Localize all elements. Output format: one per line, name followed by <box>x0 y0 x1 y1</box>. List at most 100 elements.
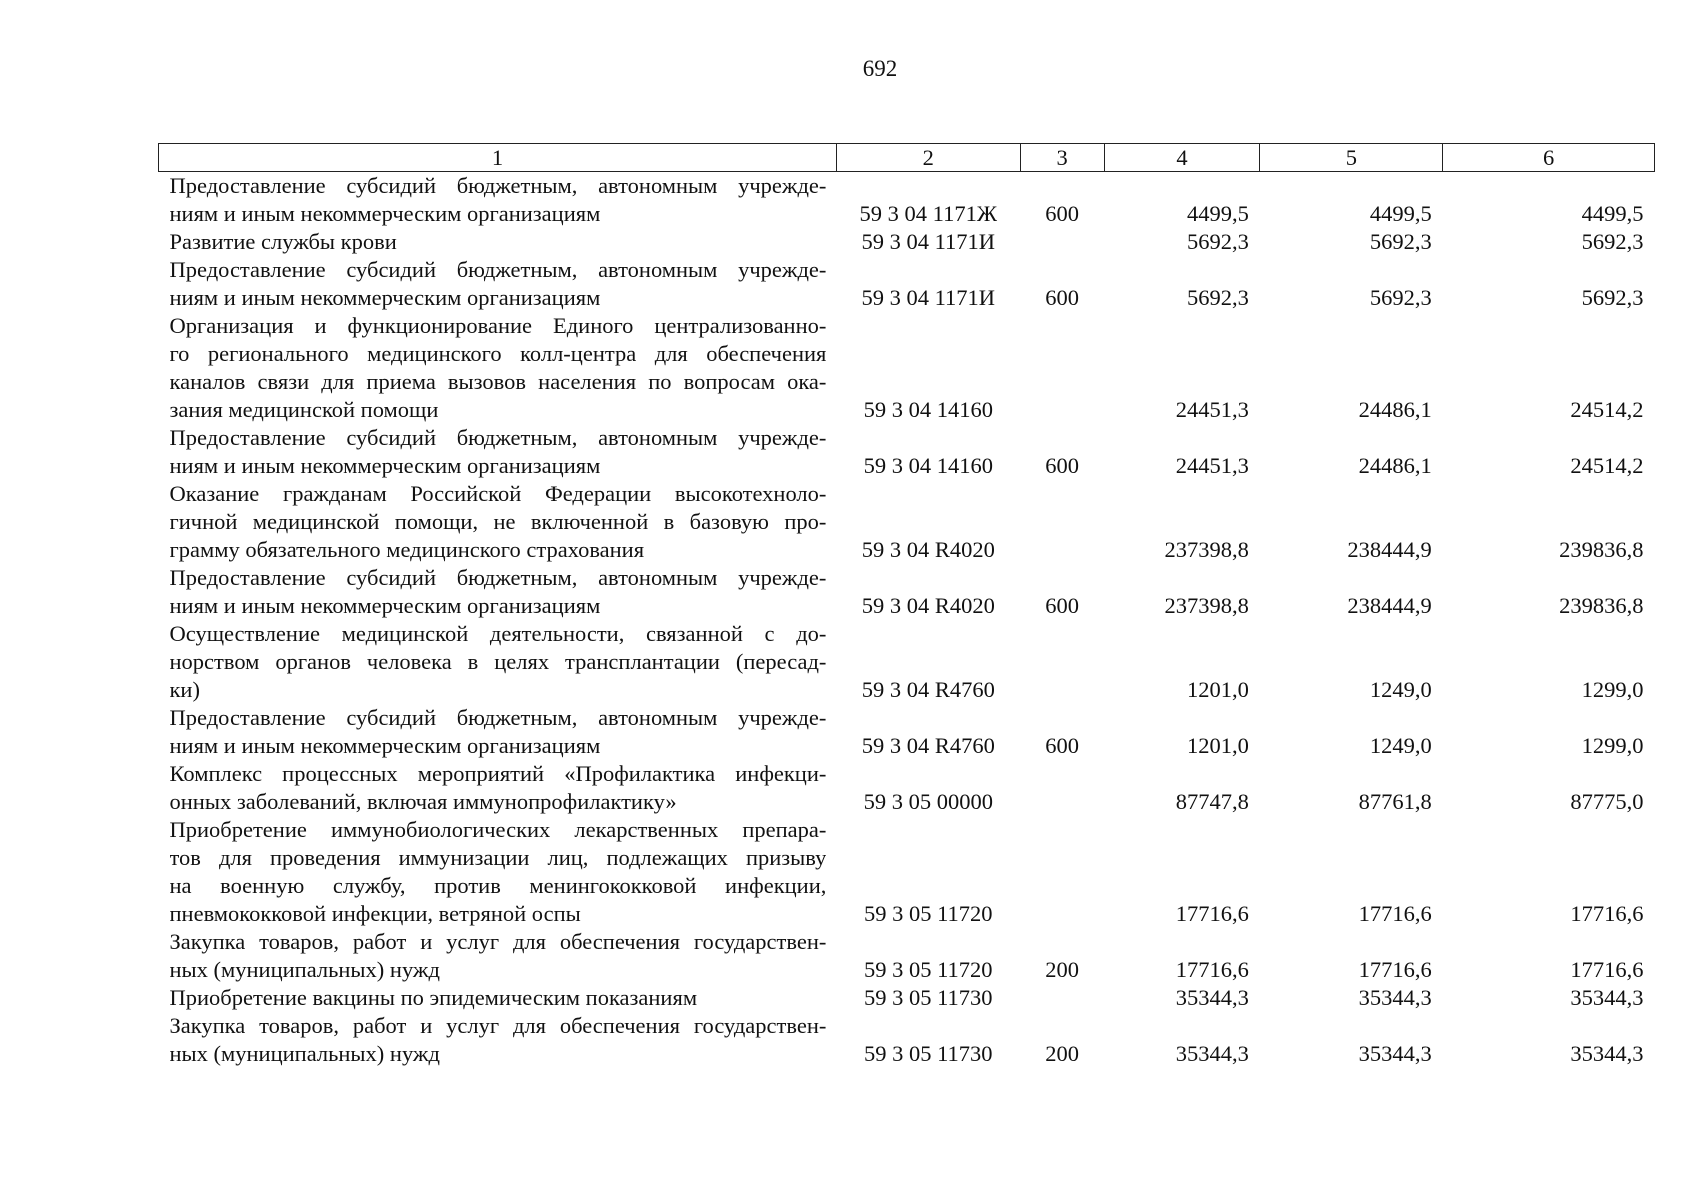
row-value-col5: 24486,1 <box>1358 397 1432 422</box>
row-code: 59 3 04 1171И <box>861 285 996 310</box>
row-expense-type <box>1020 480 1104 564</box>
row-expense-type: 200 <box>1045 1041 1079 1066</box>
row-value-col6: 24514,2 <box>1570 453 1644 478</box>
row-expense-type: 200 <box>1045 957 1079 982</box>
row-code: 59 3 04 1171И <box>861 229 996 254</box>
description-line: Закупка товаров, работ и услуг для обесп… <box>169 929 827 954</box>
description-line: онных заболеваний, включая иммунопрофила… <box>169 789 677 814</box>
row-value-col4: 237398,8 <box>1164 537 1249 562</box>
row-description: Комплекс процессных мероприятий «Профила… <box>159 760 837 816</box>
row-value-col4: 1201,0 <box>1187 733 1249 758</box>
row-expense-type <box>1020 816 1104 928</box>
description-line: тов для проведения иммунизации лиц, подл… <box>169 845 827 870</box>
description-line: на военную службу, против менингококково… <box>169 873 827 898</box>
description-line: Осуществление медицинской деятельности, … <box>169 621 827 646</box>
row-description: Развитие службы крови <box>159 228 837 256</box>
row-description: Предоставление субсидий бюджетным, автон… <box>159 424 837 480</box>
description-line: Предоставление субсидий бюджетным, автон… <box>169 173 827 198</box>
description-line: ниям и иным некоммерческим организациям <box>169 593 601 618</box>
table-row: Организация и функционирование Единого ц… <box>159 312 1655 424</box>
table-row: Предоставление субсидий бюджетным, автон… <box>159 704 1655 760</box>
row-value-col5: 5692,3 <box>1369 285 1432 310</box>
header-row: 1 2 3 4 5 6 <box>158 143 1655 172</box>
row-description: Приобретение вакцины по эпидемическим по… <box>159 984 837 1012</box>
row-value-col6: 1299,0 <box>1581 677 1644 702</box>
row-value-col5: 87761,8 <box>1358 789 1432 814</box>
row-description: Закупка товаров, работ и услуг для обесп… <box>159 928 837 984</box>
row-value-col4: 237398,8 <box>1164 593 1249 618</box>
row-description: Предоставление субсидий бюджетным, автон… <box>159 256 837 312</box>
row-value-col5: 24486,1 <box>1358 453 1432 478</box>
description-line: ных (муниципальных) нужд <box>169 1041 440 1066</box>
row-value-col6: 35344,3 <box>1570 985 1644 1010</box>
description-line: каналов связи для приема вызовов населен… <box>169 369 827 394</box>
row-value-col4: 24451,3 <box>1175 453 1249 478</box>
row-expense-type: 600 <box>1045 453 1079 478</box>
table-row: Предоставление субсидий бюджетным, автон… <box>159 172 1655 229</box>
budget-table: 1 2 3 4 5 6 Предоставление субсидий бюдж… <box>158 143 1655 1068</box>
row-value-col5: 5692,3 <box>1369 229 1432 254</box>
description-line: ниям и иным некоммерческим организациям <box>169 453 601 478</box>
row-expense-type <box>1020 312 1104 424</box>
description-line: норством органов человека в целях трансп… <box>169 649 827 674</box>
row-value-col5: 238444,9 <box>1347 593 1432 618</box>
row-value-col4: 1201,0 <box>1187 677 1249 702</box>
description-line: ниям и иным некоммерческим организациям <box>169 201 601 226</box>
row-value-col6: 239836,8 <box>1559 593 1644 618</box>
row-code: 59 3 04 R4760 <box>861 733 995 758</box>
row-value-col4: 87747,8 <box>1175 789 1249 814</box>
description-line: гичной медицинской помощи, не включенной… <box>169 509 827 534</box>
description-line: Развитие службы крови <box>169 229 397 254</box>
table-row: Приобретение вакцины по эпидемическим по… <box>159 984 1655 1012</box>
description-line: Предоставление субсидий бюджетным, автон… <box>169 705 827 730</box>
row-value-col6: 239836,8 <box>1559 537 1644 562</box>
description-line: Предоставление субсидий бюджетным, автон… <box>169 565 827 590</box>
table-row: Комплекс процессных мероприятий «Профила… <box>159 760 1655 816</box>
description-line: ниям и иным некоммерческим организациям <box>169 733 601 758</box>
row-code: 59 3 04 1171Ж <box>859 201 997 226</box>
row-value-col4: 35344,3 <box>1175 1041 1249 1066</box>
row-value-col6: 24514,2 <box>1570 397 1644 422</box>
row-description: Предоставление субсидий бюджетным, автон… <box>159 704 837 760</box>
row-code: 59 3 05 11720 <box>863 957 993 982</box>
description-line: пневмококковой инфекции, ветряной оспы <box>169 901 581 926</box>
row-value-col5: 17716,6 <box>1358 901 1432 926</box>
row-expense-type: 600 <box>1045 201 1079 226</box>
description-line: Комплекс процессных мероприятий «Профила… <box>169 761 827 786</box>
row-value-col4: 5692,3 <box>1187 285 1249 310</box>
row-value-col4: 5692,3 <box>1187 229 1249 254</box>
description-line: грамму обязательного медицинского страхо… <box>169 537 645 562</box>
table-row: Осуществление медицинской деятельности, … <box>159 620 1655 704</box>
description-line: Организация и функционирование Единого ц… <box>169 313 827 338</box>
row-description: Предоставление субсидий бюджетным, автон… <box>159 172 837 229</box>
row-code: 59 3 04 14160 <box>863 397 993 422</box>
row-code: 59 3 05 11720 <box>863 901 993 926</box>
row-value-col5: 1249,0 <box>1369 677 1432 702</box>
row-description: Приобретение иммунобиологических лекарст… <box>159 816 837 928</box>
row-value-col5: 1249,0 <box>1369 733 1432 758</box>
row-value-col6: 35344,3 <box>1570 1041 1644 1066</box>
row-code: 59 3 04 R4760 <box>861 677 995 702</box>
row-description: Оказание гражданам Российской Федерации … <box>159 480 837 564</box>
column-header-3: 3 <box>1019 143 1105 172</box>
description-line: Закупка товаров, работ и услуг для обесп… <box>169 1013 827 1038</box>
row-code: 59 3 04 R4020 <box>861 593 995 618</box>
table-row: Предоставление субсидий бюджетным, автон… <box>159 564 1655 620</box>
description-line: ниям и иным некоммерческим организациям <box>169 285 601 310</box>
table-row: Развитие службы крови 59 3 04 1171И 5692,3… <box>159 228 1655 256</box>
column-header-5: 5 <box>1259 143 1444 172</box>
row-value-col4: 24451,3 <box>1175 397 1249 422</box>
table-row: Предоставление субсидий бюджетным, автон… <box>159 256 1655 312</box>
column-header-4: 4 <box>1103 143 1261 172</box>
row-code: 59 3 05 11730 <box>863 1041 993 1066</box>
row-value-col6: 5692,3 <box>1581 285 1644 310</box>
row-value-col5: 238444,9 <box>1347 537 1432 562</box>
row-value-col5: 35344,3 <box>1358 985 1432 1010</box>
row-value-col6: 17716,6 <box>1570 957 1644 982</box>
column-header-6: 6 <box>1442 143 1655 172</box>
row-expense-type: 600 <box>1045 593 1079 618</box>
page-number: 692 <box>862 56 898 81</box>
table-row: Закупка товаров, работ и услуг для обесп… <box>159 1012 1655 1068</box>
row-code: 59 3 05 11730 <box>863 985 993 1010</box>
description-line: Предоставление субсидий бюджетным, автон… <box>169 257 827 282</box>
